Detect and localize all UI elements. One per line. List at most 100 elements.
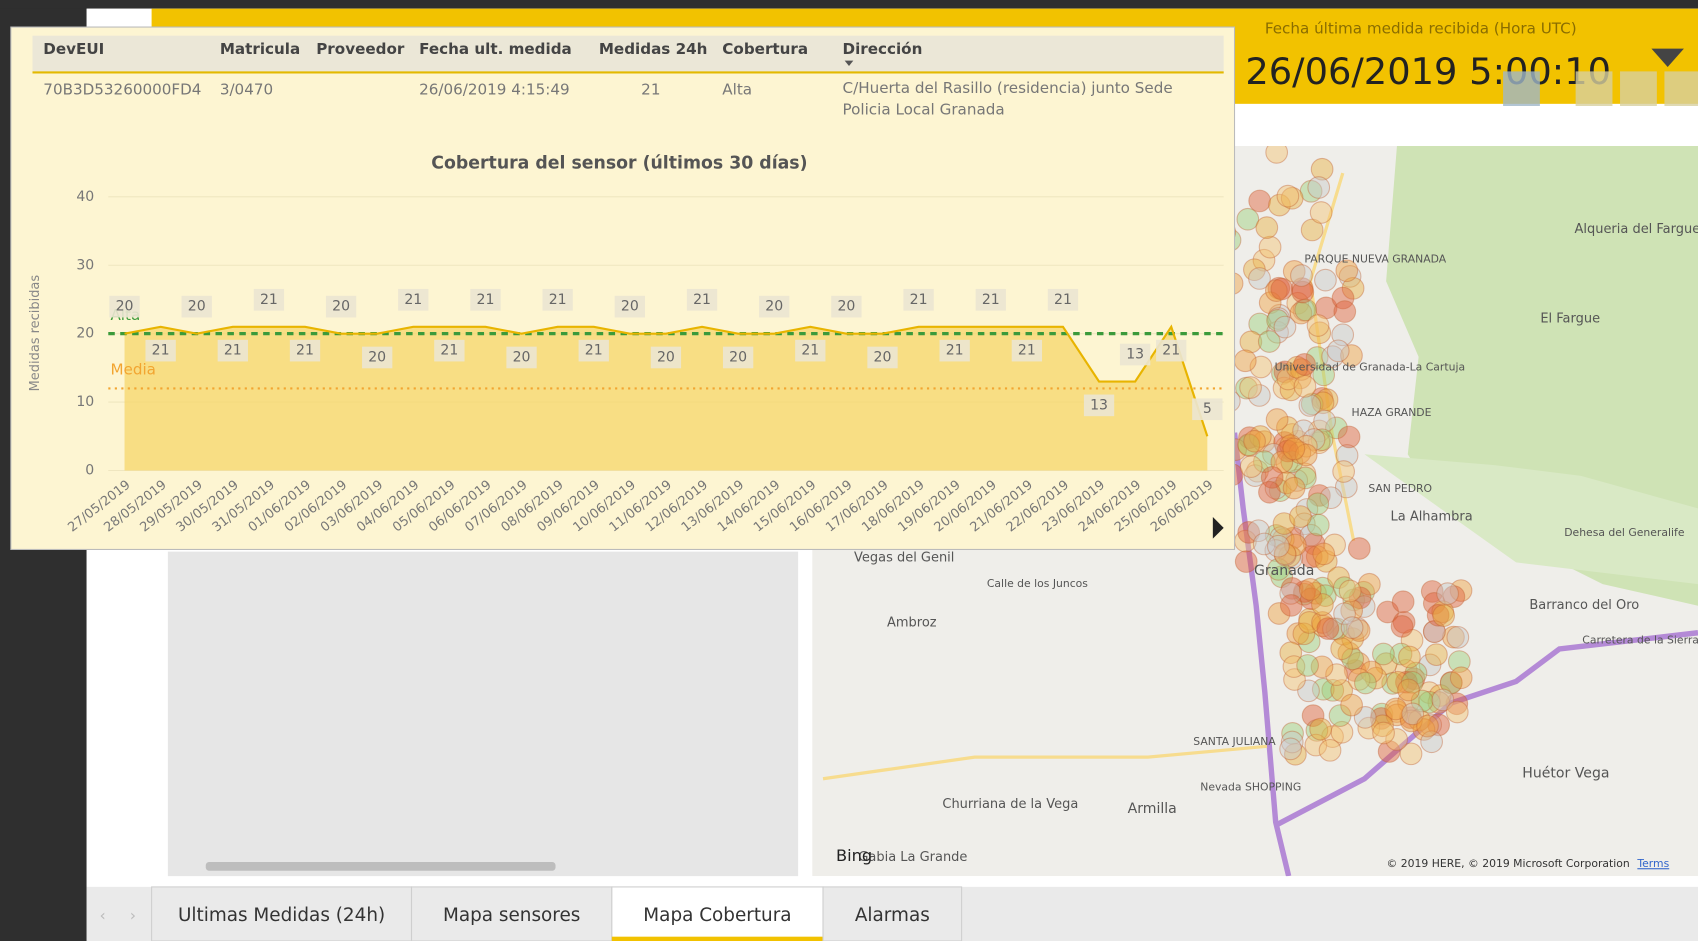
sensor-dot[interactable] [1279, 641, 1303, 665]
sensor-dot[interactable] [1311, 576, 1334, 600]
sensor-dot[interactable] [1292, 512, 1316, 536]
sensor-dot[interactable] [1248, 312, 1272, 336]
sensor-dot[interactable] [1290, 264, 1313, 287]
sensor-dot[interactable] [1247, 519, 1270, 543]
sensor-dot[interactable] [1431, 600, 1455, 624]
sensor-dot[interactable] [1243, 429, 1266, 453]
sensor-dot[interactable] [1276, 367, 1300, 391]
sensor-dot[interactable] [1299, 587, 1323, 611]
sensor-dot[interactable] [1281, 526, 1305, 550]
sensor-dot[interactable] [1412, 718, 1436, 741]
sensor-dot[interactable] [1306, 314, 1330, 337]
sensor-dot[interactable] [1311, 593, 1334, 616]
sensor-dot[interactable] [1333, 576, 1356, 599]
sensor-dot[interactable] [1239, 376, 1262, 399]
sensor-dot[interactable] [1276, 415, 1299, 439]
sensor-dot[interactable] [1325, 663, 1348, 687]
sensor-dot[interactable] [1265, 142, 1289, 164]
sensor-dot[interactable] [1420, 730, 1443, 754]
sensor-dot[interactable] [1309, 201, 1333, 224]
sensor-dot[interactable] [1297, 630, 1321, 654]
sensor-dot[interactable] [1270, 277, 1294, 301]
sensor-dot[interactable] [1279, 378, 1303, 402]
sensor-dot[interactable] [1340, 693, 1363, 717]
sensor-dot[interactable] [1282, 476, 1306, 500]
sensor-dot[interactable] [1289, 505, 1312, 528]
sensor-dot[interactable] [1298, 394, 1322, 417]
sensor-dot[interactable] [1299, 179, 1323, 203]
sensor-dot[interactable] [1372, 642, 1395, 666]
sensor-dot[interactable] [1260, 466, 1284, 489]
sensor-dot[interactable] [1417, 681, 1441, 704]
sensor-dot[interactable] [1296, 654, 1319, 677]
sensor-dot[interactable] [1279, 737, 1302, 761]
sensor-dot[interactable] [1280, 423, 1304, 446]
sensor-dot[interactable] [1258, 291, 1282, 315]
sensor-dot[interactable] [1282, 655, 1306, 678]
sensor-dot[interactable] [1272, 376, 1296, 400]
sensor-dot[interactable] [1385, 728, 1408, 751]
sensor-dot[interactable] [1314, 549, 1338, 573]
sensor-dot[interactable] [1302, 428, 1326, 451]
sensor-dot[interactable] [1243, 464, 1267, 487]
sensor-dot[interactable] [1446, 625, 1470, 649]
info-icon[interactable] [1503, 71, 1540, 106]
sensor-dot[interactable] [1422, 620, 1446, 643]
sensor-dot[interactable] [1237, 520, 1261, 544]
sensor-dot[interactable] [1280, 186, 1304, 210]
sensor-dot[interactable] [1282, 260, 1306, 283]
focus-icon[interactable] [1620, 71, 1657, 106]
sensor-dot[interactable] [1369, 707, 1393, 730]
sensor-dot[interactable] [1310, 655, 1334, 679]
sensor-dot[interactable] [1272, 512, 1296, 535]
sensor-dot[interactable] [1426, 603, 1450, 627]
sensor-dot[interactable] [1304, 733, 1328, 757]
sensor-dot[interactable] [1234, 550, 1258, 573]
sensor-dot[interactable] [1311, 611, 1334, 634]
sensor-dot[interactable] [1397, 678, 1420, 702]
sensor-dot[interactable] [1335, 259, 1359, 283]
sensor-dot[interactable] [1342, 588, 1366, 612]
sensor-dot[interactable] [1338, 265, 1362, 288]
sensor-dot[interactable] [1347, 651, 1370, 675]
sensor-dot[interactable] [1235, 376, 1258, 400]
more-icon[interactable] [1664, 71, 1698, 106]
sensor-dot[interactable] [1328, 704, 1352, 727]
sensor-dot[interactable] [1345, 617, 1369, 640]
column-header[interactable]: Proveedor [316, 40, 405, 58]
sensor-dot[interactable] [1314, 296, 1338, 320]
column-header[interactable]: Cobertura [722, 40, 808, 58]
tab[interactable] [822, 886, 963, 941]
sensor-dot[interactable] [1300, 218, 1324, 242]
sensor-dot[interactable] [1308, 484, 1331, 507]
sensor-dot[interactable] [1298, 577, 1322, 601]
sensor-dot[interactable] [1294, 298, 1318, 322]
sensor-dot[interactable] [1273, 431, 1296, 454]
sensor-dot[interactable] [1423, 620, 1446, 644]
sensor-dot[interactable] [1273, 543, 1297, 567]
sensor-dot[interactable] [1338, 579, 1362, 603]
sensor-dot[interactable] [1439, 671, 1463, 695]
sensor-dot[interactable] [1299, 523, 1323, 547]
column-header[interactable]: Fecha ult. medida [419, 40, 572, 58]
sensor-dot[interactable] [1295, 498, 1319, 521]
sensor-dot[interactable] [1431, 688, 1455, 712]
sensor-dot[interactable] [1281, 439, 1305, 462]
sensor-dot[interactable] [1308, 321, 1332, 345]
sensor-dot[interactable] [1268, 303, 1291, 327]
sensor-dot[interactable] [1321, 345, 1344, 369]
sensor-dot[interactable] [1312, 363, 1336, 387]
sensor-dot[interactable] [1333, 300, 1357, 323]
sensor-dot[interactable] [1280, 546, 1304, 570]
sensor-dot[interactable] [1239, 455, 1263, 479]
sensor-dot[interactable] [1341, 276, 1365, 300]
sensor-dot[interactable] [1357, 716, 1381, 740]
sensor-dot[interactable] [1348, 586, 1372, 610]
sensor-dot[interactable] [1399, 706, 1422, 729]
column-header[interactable]: Medidas 24h [599, 40, 708, 58]
sensor-dot[interactable] [1340, 344, 1363, 367]
sensor-dot[interactable] [1395, 670, 1418, 694]
sensor-dot[interactable] [1353, 706, 1377, 729]
sensor-dot[interactable] [1385, 703, 1409, 727]
sensor-dot[interactable] [1321, 678, 1345, 702]
